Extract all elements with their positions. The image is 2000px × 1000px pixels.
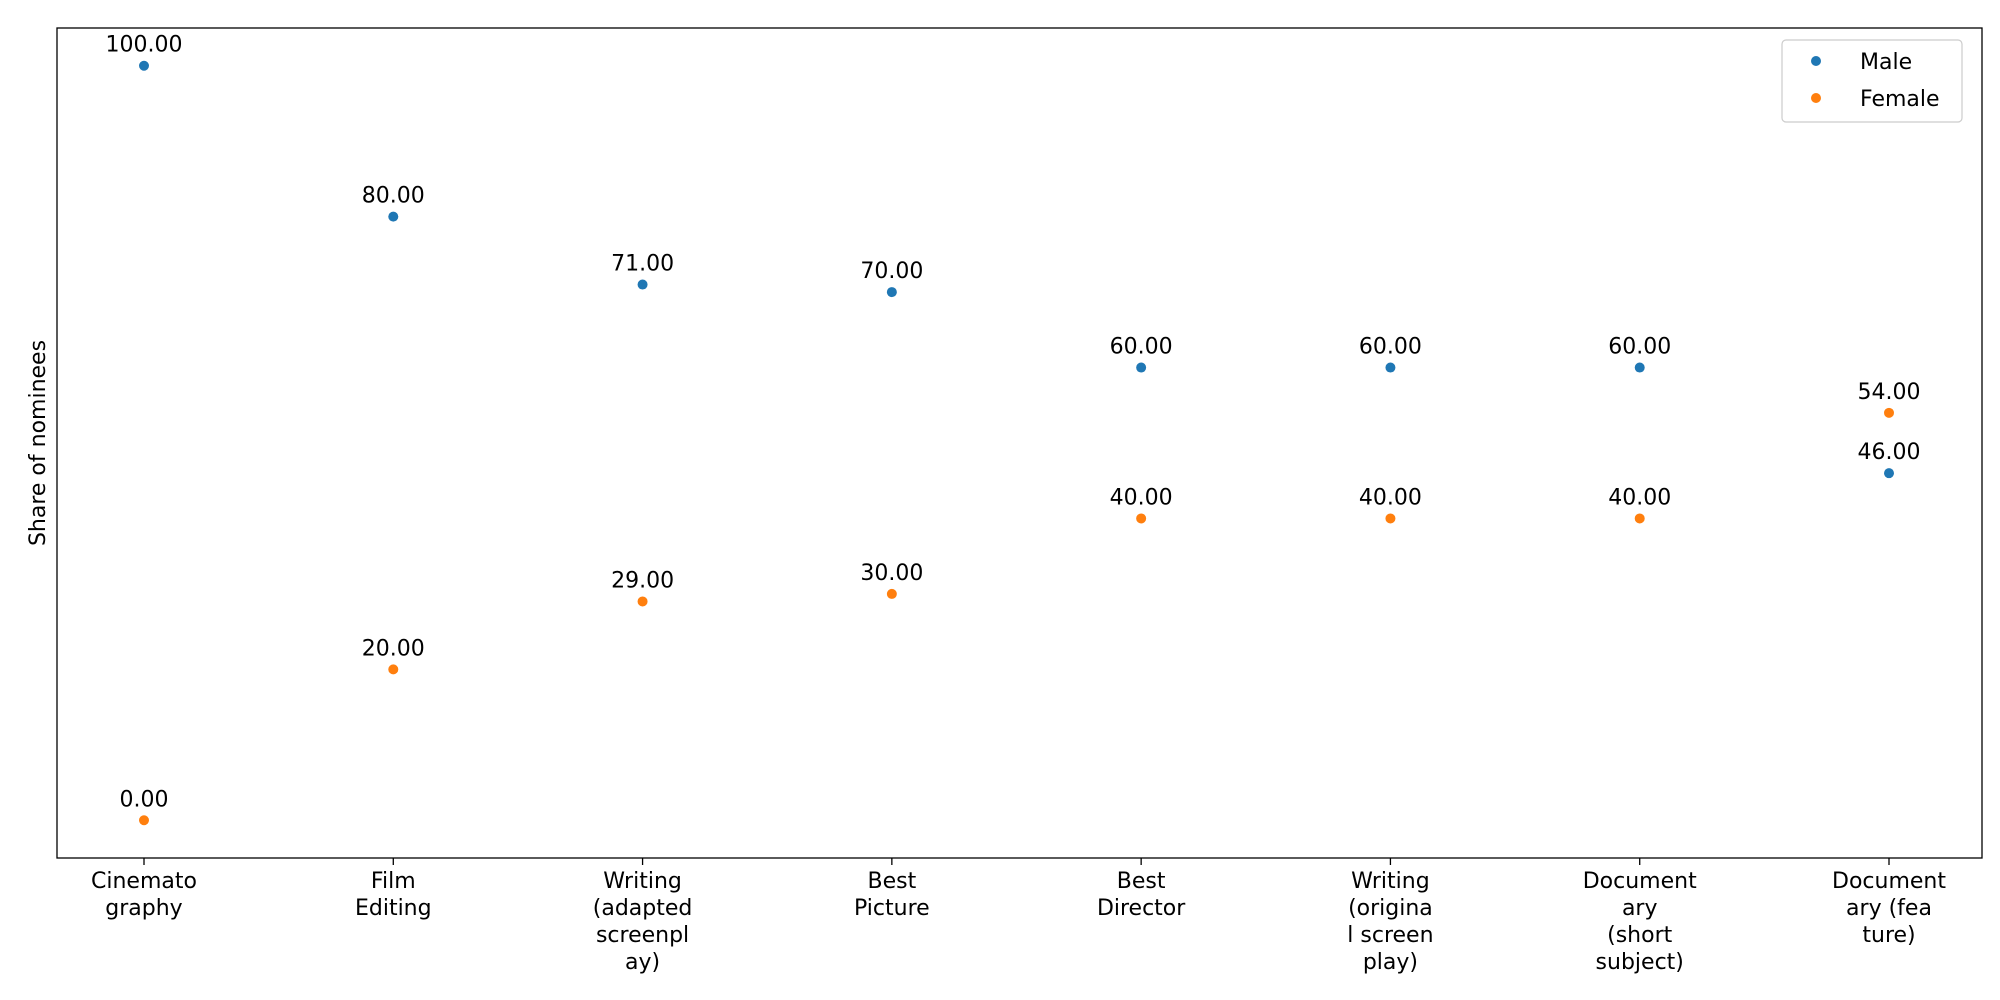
x-tick-label-line: Writing	[603, 869, 682, 894]
data-label-female-5: 40.00	[1359, 485, 1422, 510]
x-tick-label-3: Best Picture	[854, 869, 930, 921]
legend-marker-female	[1811, 93, 1821, 103]
x-tick-label-line: subject)	[1596, 950, 1684, 975]
data-label-male-4: 60.00	[1110, 335, 1173, 360]
point-female-1	[388, 664, 398, 674]
x-tick-label-line: ary (fea	[1846, 896, 1932, 921]
data-label-male-2: 71.00	[611, 252, 674, 277]
x-tick-label-4: Best Director	[1097, 869, 1186, 921]
x-tick-label-7: Document ary (fea ture)	[1832, 869, 1946, 948]
x-tick-label-line: (origina	[1348, 896, 1433, 921]
point-female-4	[1136, 513, 1146, 523]
x-tick-label-line: ay)	[625, 950, 660, 975]
x-tick-label-0: Cinemato graphy	[91, 869, 197, 921]
point-female-6	[1635, 513, 1645, 523]
x-tick-label-line: screenpl	[596, 923, 689, 948]
x-tick-label-1: Film Editing	[355, 869, 432, 921]
legend-label-female: Female	[1860, 87, 1940, 112]
legend-label-male: Male	[1860, 50, 1912, 75]
point-male-6	[1635, 363, 1645, 373]
x-tick-label-line: Cinemato	[91, 869, 197, 894]
plot-area	[57, 28, 1982, 858]
data-label-female-7: 54.00	[1858, 380, 1921, 405]
point-male-7	[1884, 468, 1894, 478]
point-male-2	[638, 280, 648, 290]
data-label-female-6: 40.00	[1608, 485, 1671, 510]
legend: Male Female	[1782, 40, 1962, 122]
x-tick-label-line: ary	[1622, 896, 1658, 921]
data-label-female-3: 30.00	[860, 561, 923, 586]
x-tick-label-line: play)	[1363, 950, 1418, 975]
x-tick-label-line: Director	[1097, 896, 1186, 921]
x-tick-label-line: Film	[371, 869, 416, 894]
point-female-3	[887, 589, 897, 599]
data-label-male-3: 70.00	[860, 259, 923, 284]
x-tick-label-line: Best	[1117, 869, 1166, 894]
x-tick-label-line: (adapted	[593, 896, 693, 921]
data-label-female-2: 29.00	[611, 568, 674, 593]
x-tick-label-line: ture)	[1862, 923, 1915, 948]
x-tick-label-line: Document	[1832, 869, 1946, 894]
point-male-5	[1385, 363, 1395, 373]
x-tick-label-line: Editing	[355, 896, 432, 921]
x-tick-label-6: Document ary (short subject)	[1583, 869, 1697, 975]
point-male-0	[139, 61, 149, 71]
x-tick-label-line: Document	[1583, 869, 1697, 894]
x-tick-label-line: (short	[1607, 923, 1672, 948]
x-tick-label-5: Writing (origina l screen play)	[1347, 869, 1433, 975]
x-tick-label-2: Writing (adapted screenpl ay)	[593, 869, 693, 975]
y-axis-title: Share of nominees	[26, 340, 51, 546]
legend-marker-male	[1811, 56, 1821, 66]
point-female-5	[1385, 513, 1395, 523]
point-female-2	[638, 596, 648, 606]
x-tick-label-line: Writing	[1351, 869, 1430, 894]
data-label-female-0: 0.00	[120, 787, 169, 812]
point-male-3	[887, 287, 897, 297]
x-tick-label-line: graphy	[105, 896, 182, 921]
x-tick-label-line: Picture	[854, 896, 930, 921]
data-label-male-6: 60.00	[1608, 335, 1671, 360]
point-female-7	[1884, 408, 1894, 418]
data-label-male-7: 46.00	[1858, 440, 1921, 465]
data-label-male-5: 60.00	[1359, 335, 1422, 360]
data-label-female-1: 20.00	[362, 636, 425, 661]
data-label-male-0: 100.00	[106, 33, 183, 58]
point-female-0	[139, 815, 149, 825]
data-label-male-1: 80.00	[362, 184, 425, 209]
x-tick-label-line: Best	[867, 869, 916, 894]
x-tick-label-line: l screen	[1347, 923, 1433, 948]
point-male-4	[1136, 363, 1146, 373]
point-male-1	[388, 212, 398, 222]
data-label-female-4: 40.00	[1110, 485, 1173, 510]
